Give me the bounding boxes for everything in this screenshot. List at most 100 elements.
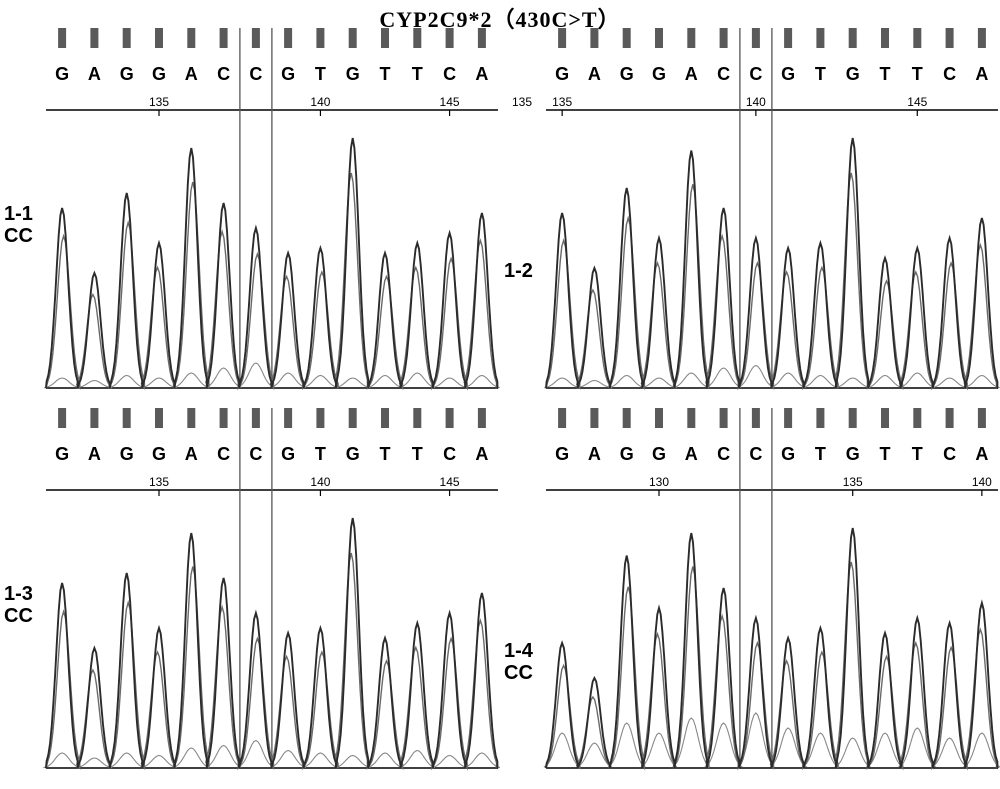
ruler-label: 140: [310, 475, 330, 489]
chromatogram-plot: GAGGACCGTGTTCA130135140: [500, 408, 1000, 788]
base-letter: T: [815, 64, 826, 84]
base-letter: A: [975, 444, 988, 464]
ruler-label: 130: [649, 475, 669, 489]
ruler-label: 135: [552, 95, 572, 109]
base-tick: [413, 28, 421, 48]
base-letter: G: [652, 64, 666, 84]
chromatogram-plot: GAGGACCGTGTTCA135140145: [0, 28, 500, 408]
base-letter: T: [412, 444, 423, 464]
base-tick: [881, 408, 889, 428]
figure-page: CYP2C9*2（430C>T） 1-1CCGAGGACCGTGTTCA1351…: [0, 0, 1000, 789]
base-tick: [720, 28, 728, 48]
base-letter: G: [781, 64, 795, 84]
base-tick: [316, 408, 324, 428]
ruler-label: 140: [310, 95, 330, 109]
base-letter: C: [717, 444, 730, 464]
base-letter: G: [120, 64, 134, 84]
base-tick: [478, 28, 486, 48]
base-letter: A: [185, 64, 198, 84]
base-tick: [913, 408, 921, 428]
base-letter: A: [588, 444, 601, 464]
base-tick: [978, 28, 986, 48]
panel-grid: 1-1CCGAGGACCGTGTTCA1351401451-2GAGGACCGT…: [0, 28, 1000, 788]
base-tick: [123, 408, 131, 428]
base-letter: C: [217, 64, 230, 84]
base-tick: [946, 408, 954, 428]
base-tick: [816, 408, 824, 428]
base-tick: [816, 28, 824, 48]
base-tick: [381, 28, 389, 48]
base-tick: [881, 28, 889, 48]
base-tick: [349, 28, 357, 48]
base-tick: [220, 28, 228, 48]
base-tick: [446, 408, 454, 428]
ruler-label: 135: [149, 475, 169, 489]
base-tick: [220, 408, 228, 428]
base-tick: [284, 408, 292, 428]
base-tick: [187, 28, 195, 48]
base-tick: [90, 28, 98, 48]
base-letter: T: [380, 444, 391, 464]
base-letter: A: [88, 64, 101, 84]
base-letter: G: [555, 64, 569, 84]
base-letter: G: [281, 444, 295, 464]
base-tick: [558, 28, 566, 48]
base-letter: A: [475, 64, 488, 84]
base-letter: G: [846, 64, 860, 84]
base-tick: [946, 28, 954, 48]
base-letter: T: [380, 64, 391, 84]
base-letter: A: [185, 444, 198, 464]
base-letter: A: [685, 64, 698, 84]
base-tick: [655, 28, 663, 48]
base-tick: [349, 408, 357, 428]
base-letter: T: [912, 444, 923, 464]
base-letter: G: [620, 64, 634, 84]
base-letter: T: [315, 444, 326, 464]
base-letter: G: [555, 444, 569, 464]
base-tick: [252, 28, 260, 48]
ruler-label: 140: [746, 95, 766, 109]
chromatogram-panel: 1-4CCGAGGACCGTGTTCA130135140: [500, 408, 1000, 788]
ruler-label: 145: [440, 95, 460, 109]
base-tick: [123, 28, 131, 48]
base-letter: C: [443, 64, 456, 84]
base-tick: [381, 408, 389, 428]
base-letter: C: [749, 444, 762, 464]
base-letter: A: [685, 444, 698, 464]
base-tick: [58, 28, 66, 48]
chromatogram-panel: 1-2GAGGACCGTGTTCA135140145135: [500, 28, 1000, 408]
ruler-label: 145: [440, 475, 460, 489]
base-tick: [590, 28, 598, 48]
base-tick: [187, 408, 195, 428]
base-letter: C: [217, 444, 230, 464]
base-tick: [849, 28, 857, 48]
base-letter: A: [588, 64, 601, 84]
base-tick: [478, 408, 486, 428]
base-letter: C: [717, 64, 730, 84]
base-letter: G: [120, 444, 134, 464]
base-tick: [720, 408, 728, 428]
base-letter: G: [55, 64, 69, 84]
base-letter: T: [412, 64, 423, 84]
base-tick: [784, 408, 792, 428]
base-tick: [784, 28, 792, 48]
ruler-label: 135: [149, 95, 169, 109]
base-tick: [752, 408, 760, 428]
ruler-label: 135: [843, 475, 863, 489]
base-letter: T: [315, 64, 326, 84]
base-tick: [155, 408, 163, 428]
base-tick: [913, 28, 921, 48]
base-tick: [316, 28, 324, 48]
ruler-label: 140: [972, 475, 992, 489]
base-letter: G: [846, 444, 860, 464]
base-letter: T: [912, 64, 923, 84]
base-tick: [978, 408, 986, 428]
base-letter: G: [652, 444, 666, 464]
base-letter: T: [880, 444, 891, 464]
base-tick: [446, 28, 454, 48]
base-letter: G: [55, 444, 69, 464]
base-letter: C: [943, 444, 956, 464]
base-tick: [413, 408, 421, 428]
base-tick: [655, 408, 663, 428]
base-tick: [155, 28, 163, 48]
